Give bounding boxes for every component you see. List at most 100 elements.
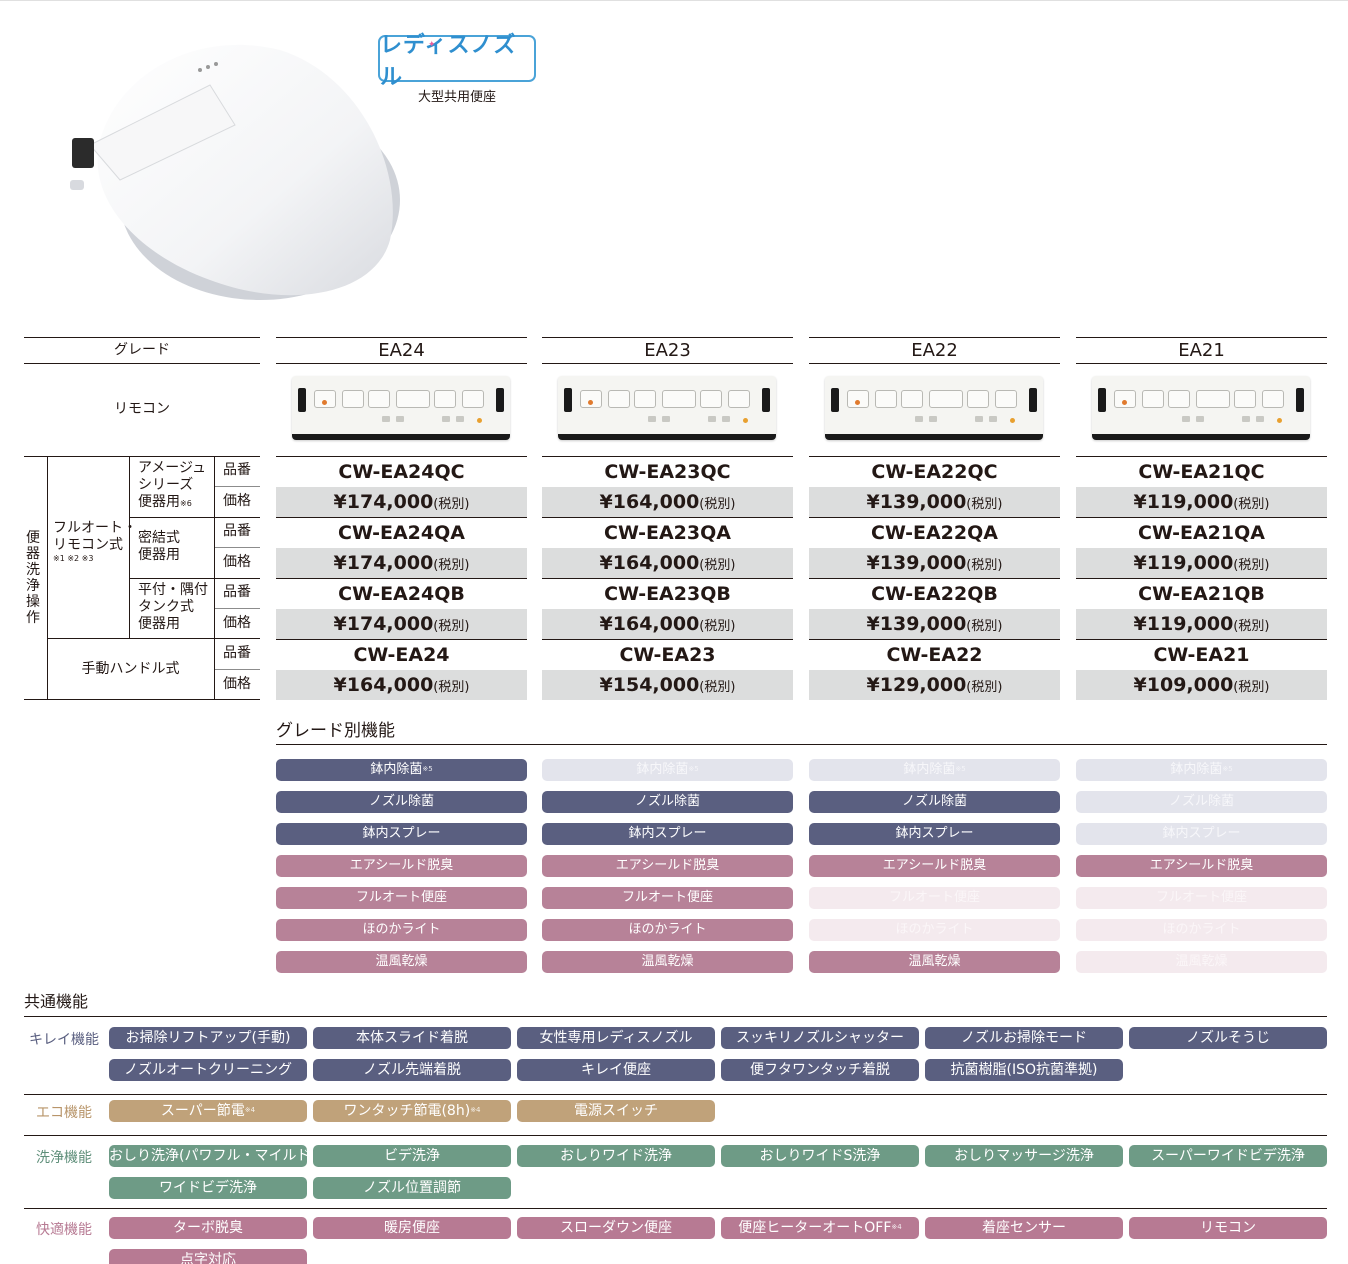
table-line (276, 456, 527, 457)
model-number: CW-EA24QC (338, 461, 465, 483)
feature-label: ノズル位置調節 (363, 1180, 461, 1196)
price-value: ¥139,000 (866, 552, 967, 574)
feature-label: フルオート便座 (888, 890, 980, 905)
remote-control-image (825, 376, 1043, 440)
price-cell: ¥119,000(税別) (1076, 609, 1327, 639)
common-feature-pill: 抗菌樹脂(ISO抗菌準拠) (925, 1059, 1123, 1081)
common-feature-pill: ノズルオートクリーニング (109, 1059, 307, 1081)
ladies-nozzle-logo: ✦ レディスノズル (378, 33, 536, 90)
feature-label: フルオート便座 (355, 890, 447, 905)
price-value: ¥164,000 (333, 674, 434, 696)
hiratsuke-label: 平付・隅付 タンク式 便器用 (138, 582, 208, 632)
feature-label: ノズル除菌 (901, 794, 967, 809)
feature-label: 鉢内スプレー (895, 826, 974, 841)
feature-label: ノズルお掃除モード (961, 1030, 1087, 1046)
feature-label: スローダウン便座 (560, 1220, 672, 1236)
table-line (809, 456, 1060, 457)
grade-feature-pill: エアシールド脱臭 (1076, 855, 1327, 877)
feature-label: ほのかライト (895, 922, 974, 937)
table-line (214, 547, 260, 548)
table-line (24, 456, 260, 457)
feature-label: 温風乾燥 (1175, 954, 1228, 969)
feature-note: ※4 (244, 1106, 256, 1114)
table-line (809, 639, 1060, 640)
price-value: ¥109,000 (1133, 674, 1234, 696)
table-line (24, 699, 260, 700)
model-number: CW-EA23 (619, 644, 716, 666)
grade-feature-pill: ノズル除菌 (1076, 791, 1327, 813)
feature-label: ノズルそうじ (1186, 1030, 1270, 1046)
feature-label: おしりワイド洗浄 (560, 1148, 672, 1164)
common-feature-pill: 電源スイッチ (517, 1100, 715, 1122)
feature-label: ターボ脱臭 (173, 1220, 243, 1236)
feature-label: ノズル除菌 (368, 794, 434, 809)
table-line (542, 517, 793, 518)
table-line (1076, 578, 1327, 579)
feature-label: エアシールド脱臭 (615, 858, 720, 873)
grade-name: EA21 (1178, 340, 1225, 361)
feature-label: 温風乾燥 (641, 954, 694, 969)
feature-note: ※5 (1222, 765, 1233, 773)
amage-series-label: アメージュ シリーズ 便器用※6 (138, 460, 207, 510)
remote-control-image (558, 376, 776, 440)
common-feature-pill: おしりマッサージ洗浄 (925, 1145, 1123, 1167)
common-feature-pill: スローダウン便座 (517, 1217, 715, 1239)
common-feature-pill: 女性専用レディスノズル (517, 1027, 715, 1049)
table-line (129, 578, 260, 579)
section-line (24, 1016, 1327, 1017)
grade-feature-pill: ほのかライト (1076, 919, 1327, 941)
price-value: ¥154,000 (599, 674, 700, 696)
model-number: CW-EA24 (353, 644, 450, 666)
feature-note: ※5 (688, 765, 699, 773)
price-value: ¥164,000 (599, 491, 700, 513)
model-number: CW-EA23QA (604, 522, 731, 544)
common-category-label: エコ機能 (36, 1105, 92, 1121)
grade-feature-pill: 鉢内除菌※5 (276, 759, 527, 781)
tax-note: (税別) (1233, 680, 1270, 695)
price-value: ¥174,000 (333, 552, 434, 574)
table-line (214, 456, 215, 699)
grade-feature-pill: ほのかライト (809, 919, 1060, 941)
feature-label: ほのかライト (362, 922, 441, 937)
kakaku-label: 価格 (223, 493, 251, 509)
grade-name: EA22 (911, 340, 958, 361)
feature-label: ノズル先端着脱 (363, 1062, 461, 1078)
price-cell: ¥139,000(税別) (809, 487, 1060, 517)
grade-feature-pill: ほのかライト (276, 919, 527, 941)
feature-label: おしりワイドS洗浄 (759, 1148, 881, 1164)
feature-note: ※4 (470, 1106, 481, 1114)
grade-feature-pill: フルオート便座 (1076, 887, 1327, 909)
table-line (129, 456, 130, 638)
price-cell: ¥164,000(税別) (542, 487, 793, 517)
feature-label: 本体スライド着脱 (356, 1030, 468, 1046)
table-line (24, 337, 260, 338)
grade-feature-pill: エアシールド脱臭 (809, 855, 1060, 877)
model-number: CW-EA22QA (871, 522, 998, 544)
grade-header-label: グレード (114, 342, 170, 358)
feature-label: 点字対応 (180, 1252, 236, 1264)
tax-note: (税別) (699, 680, 736, 695)
common-feature-pill: キレイ便座 (517, 1059, 715, 1081)
product-subtitle: 大型共用便座 (417, 90, 496, 105)
logo-text: レディスノズル (380, 32, 517, 90)
table-line (1076, 337, 1327, 338)
tax-note: (税別) (699, 558, 736, 573)
grade-feature-pill: ノズル除菌 (276, 791, 527, 813)
feature-label: キレイ便座 (581, 1062, 651, 1078)
table-line (1076, 517, 1327, 518)
table-line (276, 517, 527, 518)
common-feature-pill: 便フタワンタッチ着脱 (721, 1059, 919, 1081)
common-category-label: 洗浄機能 (36, 1150, 92, 1166)
feature-label: 暖房便座 (384, 1220, 440, 1236)
manual-handle-label: 手動ハンドル式 (81, 661, 180, 677)
sparkle-icon: ✦ (428, 40, 436, 50)
grade-feature-pill: 鉢内スプレー (1076, 823, 1327, 845)
feature-label: フルオート便座 (621, 890, 713, 905)
feature-label: 鉢内スプレー (1162, 826, 1241, 841)
price-cell: ¥154,000(税別) (542, 670, 793, 700)
price-cell: ¥174,000(税別) (276, 548, 527, 578)
feature-label: スッキリノズルシャッター (736, 1030, 904, 1046)
table-line (809, 517, 1060, 518)
tax-note: (税別) (433, 619, 470, 634)
feature-label: ワイドビデ洗浄 (159, 1180, 257, 1196)
